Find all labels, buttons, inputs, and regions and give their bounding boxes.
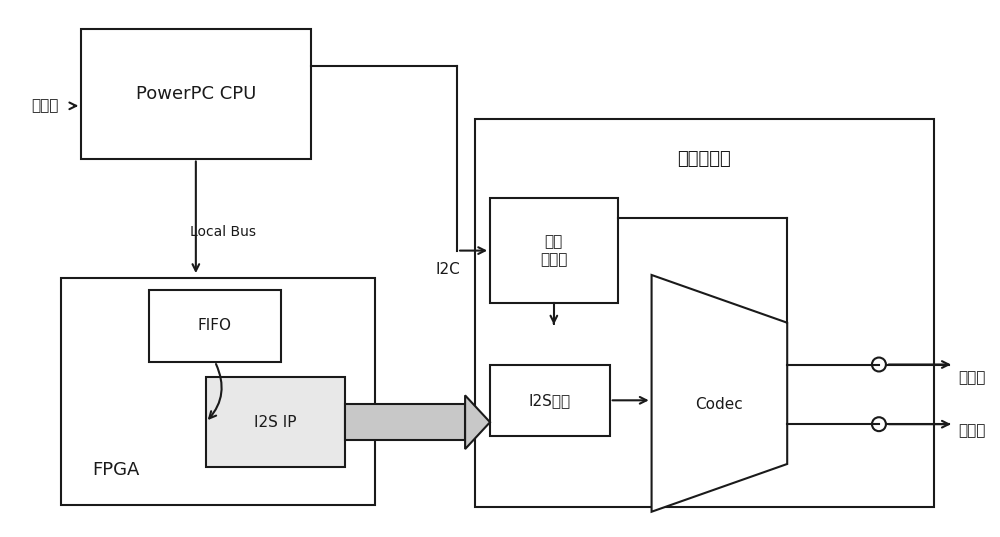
Polygon shape: [652, 275, 787, 512]
Text: 左声道: 左声道: [959, 370, 986, 385]
Text: I2C: I2C: [436, 263, 461, 278]
Bar: [149, 290, 281, 361]
Text: FPGA: FPGA: [92, 461, 140, 479]
Text: FIFO: FIFO: [198, 318, 232, 333]
Text: 以太网: 以太网: [31, 98, 59, 113]
Text: 音频编码器: 音频编码器: [678, 150, 731, 168]
Bar: [206, 378, 345, 467]
Polygon shape: [465, 395, 490, 449]
Bar: [490, 198, 618, 303]
Text: I2S IP: I2S IP: [254, 415, 297, 430]
Text: Local Bus: Local Bus: [190, 225, 256, 239]
Text: Codec: Codec: [696, 397, 743, 412]
Text: PowerPC CPU: PowerPC CPU: [136, 85, 256, 103]
Text: 右声道: 右声道: [959, 424, 986, 439]
Text: 控制
寄存器: 控制 寄存器: [540, 234, 568, 267]
Bar: [490, 365, 610, 436]
Text: I2S接口: I2S接口: [529, 393, 571, 408]
Bar: [475, 119, 934, 507]
Bar: [345, 404, 465, 440]
Bar: [61, 278, 375, 505]
FancyArrowPatch shape: [209, 364, 222, 418]
Bar: [81, 29, 311, 158]
